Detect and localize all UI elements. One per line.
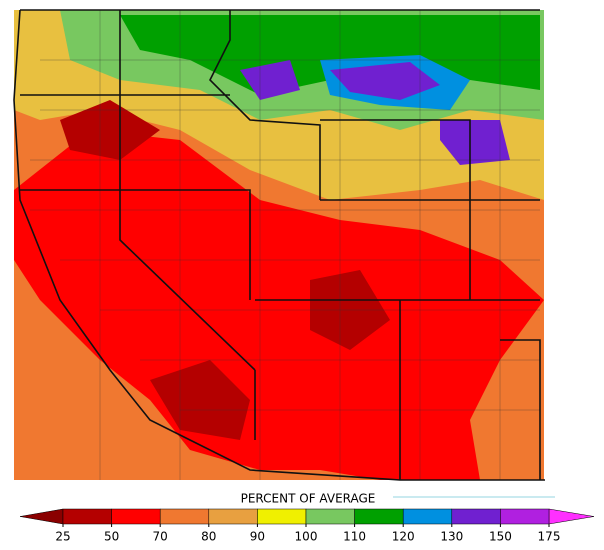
tick-label: 70 [153, 530, 168, 544]
tick-label: 120 [392, 530, 415, 544]
tick-label: 100 [295, 530, 318, 544]
legend-segment [451, 508, 501, 525]
region-purple-3 [240, 60, 300, 100]
legend-segment [257, 508, 307, 525]
coastline [13, 9, 545, 481]
legend-title: PERCENT OF AVERAGE [241, 492, 376, 506]
region-red [14, 130, 544, 480]
region-darkred [60, 100, 160, 160]
tick-label: 110 [343, 530, 366, 544]
region-purple-2 [440, 120, 510, 165]
legend-segment [354, 508, 404, 525]
state-borders [20, 9, 541, 480]
tick-label: 25 [55, 530, 70, 544]
legend-segment [402, 508, 453, 525]
region-orange-east [470, 300, 544, 480]
legend-segment [208, 508, 258, 525]
legend-segment [305, 508, 355, 525]
legend-arrow-high [548, 508, 595, 525]
colorbar: 25 50 70 80 90 100 110 120 130 150 175 [19, 508, 595, 544]
legend-segment [500, 508, 550, 525]
county-lines [30, 10, 540, 480]
tick-label: 130 [440, 530, 463, 544]
tick-label: 50 [104, 530, 119, 544]
region-purple [330, 62, 440, 100]
region-darkred-2 [150, 360, 250, 440]
tick-label: 90 [250, 530, 265, 544]
legend-segment [159, 508, 210, 525]
legend-segment [62, 508, 112, 525]
legend-segment [111, 508, 161, 525]
tick-label: 80 [201, 530, 216, 544]
map [13, 9, 545, 481]
tick-label: 150 [489, 530, 512, 544]
legend-arrow-low [19, 508, 64, 525]
tick-label: 175 [538, 530, 561, 544]
